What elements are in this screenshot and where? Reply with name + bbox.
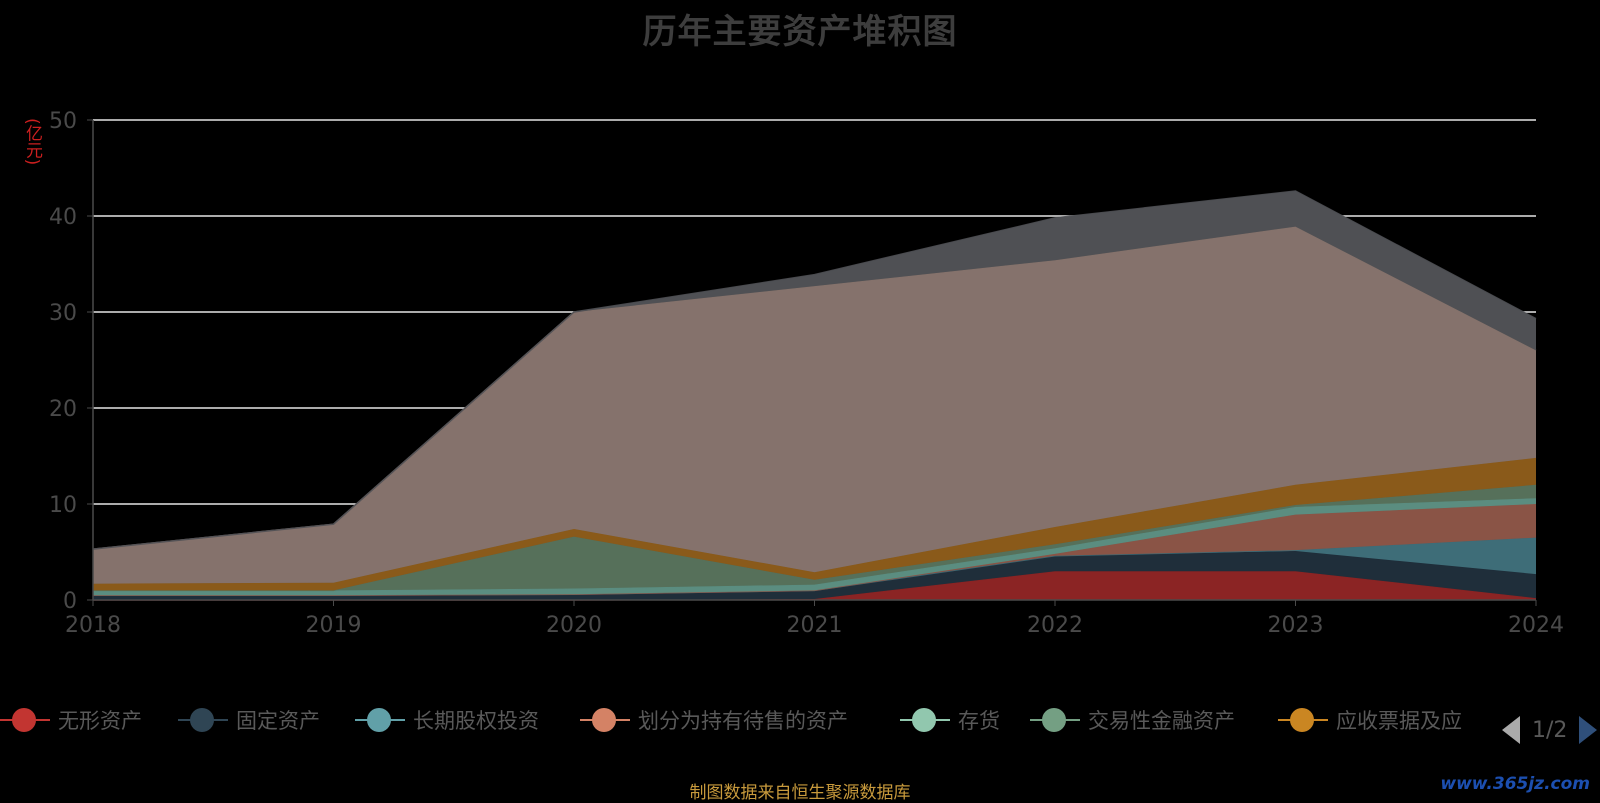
x-tick-label: 2024	[1508, 613, 1564, 638]
y-tick-label: 10	[49, 493, 77, 518]
legend-label: 交易性金融资产	[1088, 709, 1235, 733]
next-page-icon[interactable]	[1579, 716, 1598, 744]
watermark: www.365jz.com	[1440, 774, 1590, 794]
x-tick-label: 2022	[1027, 613, 1083, 638]
y-tick-label: 20	[49, 397, 77, 422]
data-source-note: 制图数据来自恒生聚源数据库	[689, 783, 911, 803]
legend: 无形资产 固定资产 长期股权投资 划分为持有待售的资产 存货 交易性金融资产 应…	[0, 700, 1600, 740]
x-tick-label: 2023	[1268, 613, 1324, 638]
chart-title: 历年主要资产堆积图	[642, 12, 958, 52]
area-series	[92, 190, 1537, 601]
x-tick-label: 2020	[546, 613, 602, 638]
legend-label: 固定资产	[236, 709, 320, 733]
legend-item-trading[interactable]: 交易性金融资产	[1030, 700, 1235, 740]
legend-item-held-for-sale[interactable]: 划分为持有待售的资产	[580, 700, 848, 740]
legend-marker-icon	[1278, 700, 1328, 740]
legend-marker-icon	[0, 700, 50, 740]
legend-label: 无形资产	[58, 709, 142, 733]
y-tick-label: 30	[49, 301, 77, 326]
area-series-6	[93, 457, 1536, 591]
x-tick-label: 2021	[787, 613, 843, 638]
area-series-line-8	[92, 190, 1537, 550]
y-tick-label: 40	[49, 205, 77, 230]
area-series-4	[93, 498, 1536, 596]
legend-marker-icon	[355, 700, 405, 740]
legend-marker-icon	[900, 700, 950, 740]
legend-pager: 1/2	[1502, 716, 1598, 744]
legend-marker-icon	[178, 700, 228, 740]
legend-marker-icon	[580, 700, 630, 740]
area-series-0	[93, 571, 1536, 600]
prev-page-icon[interactable]	[1502, 716, 1520, 744]
legend-item-receivables[interactable]: 应收票据及应	[1278, 700, 1462, 740]
y-axis-unit: (亿元)	[22, 118, 42, 166]
y-tick-label: 50	[49, 109, 77, 134]
legend-page-indicator: 1/2	[1532, 717, 1568, 743]
legend-marker-icon	[1030, 700, 1080, 740]
legend-label: 存货	[958, 709, 1000, 733]
legend-item-equity[interactable]: 长期股权投资	[355, 700, 539, 740]
area-series-7	[93, 226, 1536, 584]
area-series-1	[93, 551, 1536, 600]
legend-item-inventory[interactable]: 存货	[900, 700, 1000, 740]
x-tick-label: 2018	[65, 613, 121, 638]
legend-label: 应收票据及应	[1336, 709, 1462, 733]
legend-item-fixed[interactable]: 固定资产	[178, 700, 320, 740]
x-tick-label: 2019	[306, 613, 362, 638]
legend-label: 长期股权投资	[413, 709, 539, 733]
legend-item-intangible[interactable]: 无形资产	[0, 700, 142, 740]
area-series-3	[93, 504, 1536, 596]
y-tick-label: 0	[63, 589, 77, 614]
legend-label: 划分为持有待售的资产	[638, 709, 848, 733]
